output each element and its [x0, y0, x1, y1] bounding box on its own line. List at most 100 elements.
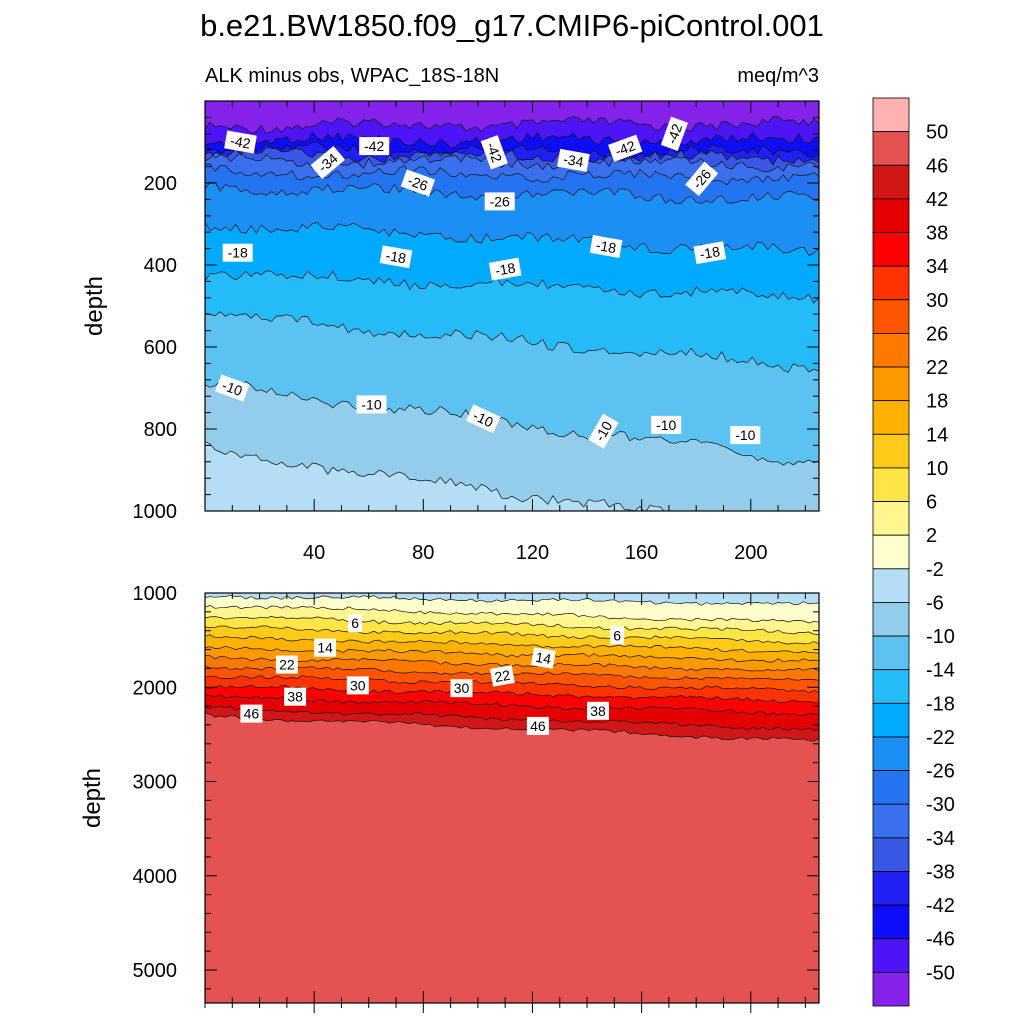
- contour-label: -18: [222, 243, 253, 262]
- colorbar-label: 50: [926, 122, 948, 144]
- contour-label-text: -26: [490, 193, 510, 209]
- top-panel-title: ALK minus obs, WPAC_18S-18N: [205, 65, 499, 87]
- colorbar-label: 14: [926, 424, 948, 446]
- colorbar-swatch: [872, 971, 910, 1007]
- contour-label-text: -10: [361, 396, 381, 412]
- colorbar-swatch: [872, 871, 910, 906]
- colorbar-swatch: [872, 568, 910, 603]
- y-tick-label: 1000: [133, 583, 178, 605]
- contour-label-text: -18: [228, 245, 248, 261]
- x-tick-label: 160: [625, 542, 658, 564]
- contour-label-text: -42: [663, 121, 685, 146]
- contour-label: -18: [379, 245, 413, 269]
- y-tick-label: 5000: [133, 960, 178, 982]
- contour-label-box: [685, 161, 719, 197]
- contour-label-box: [651, 415, 682, 434]
- contour-label-text: 22: [493, 667, 511, 685]
- colorbar: 50 46 42 38 34 30 26 22 18 14 10 6 2 -2 -6 -10 -14 -18 -22…: [872, 97, 955, 1007]
- contour-label: 22: [275, 655, 298, 674]
- contour-label: -18: [589, 235, 623, 258]
- contour-label-box: [526, 716, 549, 735]
- contour-label: -18: [488, 257, 522, 281]
- colorbar-swatch: [872, 635, 910, 671]
- contour-label-box: [240, 704, 263, 723]
- colorbar-swatch: [872, 770, 910, 805]
- y-tick-label: 400: [144, 255, 177, 277]
- contour-label-box: [310, 145, 346, 180]
- colorbar-swatch: [872, 501, 910, 536]
- colorbar-swatch: [872, 904, 910, 940]
- colorbar-swatch: [872, 736, 910, 771]
- bottom-contour-lines: [205, 594, 819, 742]
- y-tick-label: 1000: [133, 501, 178, 523]
- colorbar-label: 10: [926, 458, 948, 480]
- contour-line-34: [205, 684, 819, 704]
- bottom-contour-fills: [205, 593, 819, 1003]
- bottom-ylabel: depth: [79, 768, 106, 828]
- contour-label: -42: [359, 137, 390, 156]
- colorbar-swatch: [872, 164, 910, 200]
- contour-label-text: -42: [613, 137, 638, 159]
- contour-label-text: -10: [220, 377, 245, 399]
- contour-label-box: [484, 192, 515, 211]
- contour-label-text: -18: [385, 247, 408, 266]
- contour-label-text: 14: [317, 640, 333, 656]
- colorbar-label: -10: [926, 626, 955, 648]
- contour-line-14: [205, 634, 819, 654]
- contour-label-text: 22: [279, 657, 295, 673]
- colorbar-label: -34: [926, 828, 955, 850]
- contour-label-text: -26: [406, 172, 431, 194]
- contour-line--50: [205, 115, 819, 134]
- contour-label-text: 6: [351, 615, 359, 631]
- colorbar-swatch: [872, 938, 910, 973]
- contour-label-text: 14: [534, 649, 552, 667]
- colorbar-label: 30: [926, 290, 948, 312]
- contour-label-box: [379, 245, 413, 269]
- colorbar-swatch: [872, 433, 910, 469]
- contour-label-text: 46: [530, 718, 546, 734]
- contour-label-box: [284, 687, 307, 706]
- contour-label-box: [589, 235, 623, 258]
- contour-line--30: [205, 163, 819, 186]
- figure-title: b.e21.BW1850.f09_g17.CMIP6-piControl.001: [200, 8, 824, 43]
- contour-label: 6: [348, 614, 363, 633]
- top-ylabel: depth: [81, 276, 108, 336]
- top-panel-units: meq/m^3: [737, 65, 819, 87]
- bottom-contour-labels: 6 14 6 22 14 22 30 30 38 38 46 46: [240, 614, 625, 735]
- contour-label-box: [222, 243, 253, 262]
- bottom-panel: 6 14 6 22 14 22 30 30 38 38 46 46 1000 2000 3000 4000 5…: [79, 583, 820, 1013]
- contour-label-box: [588, 413, 619, 449]
- top-plot-frame: [204, 100, 820, 512]
- colorbar-label: -42: [926, 895, 955, 917]
- contour-label-box: [730, 426, 761, 445]
- colorbar-label: -6: [926, 592, 944, 614]
- contour-label: -26: [484, 192, 515, 211]
- top-panel: -42-34-42-26-42 -34-42-42-26-26-18 -18-18-…: [81, 100, 820, 564]
- contour-label-box: [346, 676, 369, 695]
- contour-label: -10: [465, 404, 501, 434]
- contour-label-text: -10: [735, 427, 755, 443]
- contour-label: 38: [587, 701, 609, 720]
- contour-label: -18: [693, 241, 727, 265]
- colorbar-label: 18: [926, 391, 948, 413]
- contour-label: 6: [610, 626, 625, 645]
- contour-label: -10: [215, 374, 250, 402]
- colorbar-label: 46: [926, 155, 948, 177]
- contour-label-text: -42: [229, 132, 252, 151]
- contour-label-box: [557, 148, 590, 172]
- contour-label: 38: [284, 687, 307, 706]
- contour-label-box: [490, 665, 515, 687]
- contour-line--14: [205, 311, 819, 373]
- colorbar-swatch: [872, 333, 910, 368]
- contour-line-10: [205, 625, 819, 645]
- contour-band--6: [205, 441, 664, 511]
- colorbar-swatch: [872, 131, 910, 166]
- colorbar-label: 6: [926, 492, 937, 514]
- colorbar-label: -38: [926, 861, 955, 883]
- contour-line-38: [205, 694, 819, 716]
- contour-line--18: [205, 270, 819, 304]
- contour-label: -34: [557, 148, 590, 172]
- contour-label-box: [215, 374, 250, 402]
- y-tick-label: 600: [144, 337, 177, 359]
